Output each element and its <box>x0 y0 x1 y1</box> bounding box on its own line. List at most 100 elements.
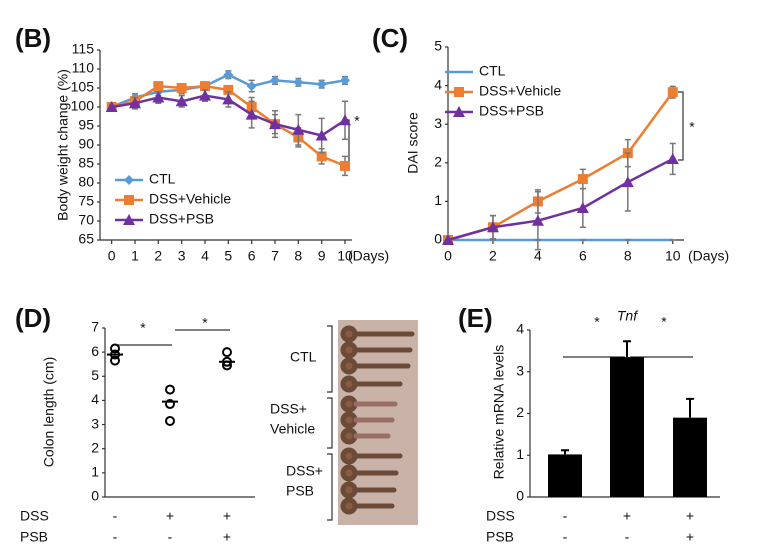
x-tick-label: 8 <box>294 248 302 264</box>
y-tick-label: 100 <box>71 98 95 114</box>
y-axis-label: Relative mRNA levels <box>491 345 507 480</box>
y-tick-label: 80 <box>78 174 94 190</box>
y-tick-label: 0 <box>516 488 524 504</box>
y-tick-label: 4 <box>516 321 524 337</box>
y-axis-label: DAI score <box>405 112 421 174</box>
significance-bracket <box>678 91 684 161</box>
legend-label: DSS+Vehicle <box>479 83 561 99</box>
condition-value: + <box>223 529 231 545</box>
x-tick-label: 0 <box>108 248 116 264</box>
y-tick-label: 0 <box>91 488 99 504</box>
marker <box>339 114 351 126</box>
marker <box>270 75 280 86</box>
x-tick-label: 6 <box>579 248 587 264</box>
error-bar <box>623 340 631 358</box>
marker <box>577 174 588 185</box>
condition-name: DSS <box>486 508 515 524</box>
panel-label: (B) <box>15 23 51 53</box>
photo-label: Vehicle <box>270 421 315 437</box>
significance-star: * <box>140 320 146 336</box>
y-tick-label: 70 <box>78 212 94 228</box>
significance-star: * <box>594 314 600 330</box>
condition-value: + <box>686 508 694 524</box>
x-tick-label: 2 <box>154 248 162 264</box>
x-tick-label: 4 <box>201 248 209 264</box>
y-tick-label: 75 <box>78 193 94 209</box>
panel-label: (D) <box>15 303 51 333</box>
marker <box>222 93 235 105</box>
bar <box>610 357 644 497</box>
y-tick-label: 110 <box>72 60 95 76</box>
data-point <box>165 384 175 395</box>
bar <box>673 417 707 497</box>
y-tick-label: 6 <box>91 343 99 359</box>
y-tick-label: 4 <box>91 391 99 407</box>
marker <box>442 234 454 245</box>
condition-value: - <box>168 529 173 545</box>
legend-label: CTL <box>149 171 176 187</box>
condition-value: + <box>166 508 174 524</box>
y-tick-label: 95 <box>78 117 94 133</box>
x-tick-label: 7 <box>271 248 279 264</box>
data-point <box>165 415 175 426</box>
y-axis-label: Colon length (cm) <box>41 357 57 468</box>
condition-value: - <box>113 508 118 524</box>
y-tick-label: 0 <box>434 231 442 247</box>
x-tick-label: 8 <box>624 248 632 264</box>
data-point <box>110 343 120 354</box>
data-point <box>222 347 232 358</box>
marker <box>576 201 589 213</box>
y-tick-label: 2 <box>91 439 99 455</box>
y-tick-label: 3 <box>434 115 442 131</box>
y-tick-label: 2 <box>434 154 442 170</box>
x-tick-label: 2 <box>489 248 497 264</box>
condition-value: + <box>623 508 631 524</box>
x-tick-label: 5 <box>224 248 232 264</box>
legend-label: DSS+PSB <box>149 211 214 227</box>
y-tick-label: 5 <box>434 38 442 54</box>
marker <box>175 95 188 107</box>
data-point <box>110 355 120 366</box>
marker <box>486 221 499 233</box>
marker <box>269 118 281 130</box>
marker <box>105 101 118 112</box>
marker <box>531 214 544 226</box>
bar <box>548 454 582 497</box>
y-tick-label: 3 <box>91 415 99 431</box>
marker <box>315 129 328 141</box>
y-tick-label: 1 <box>434 192 442 208</box>
significance-star: * <box>661 314 667 330</box>
significance-star: * <box>354 113 360 129</box>
panel-label: (E) <box>458 303 493 333</box>
marker <box>123 214 135 225</box>
condition-value: - <box>625 529 630 545</box>
condition-name: DSS <box>20 508 49 524</box>
condition-value: - <box>563 529 568 545</box>
y-tick-label: 2 <box>516 404 524 420</box>
condition-name: PSB <box>486 529 514 545</box>
y-tick-label: 1 <box>91 464 99 480</box>
marker <box>453 106 465 117</box>
x-tick-label: 6 <box>248 248 256 264</box>
marker <box>667 87 678 98</box>
y-tick-label: 85 <box>78 155 94 171</box>
marker <box>316 151 327 162</box>
y-axis-label: Body weight change (%) <box>55 69 71 221</box>
condition-value: - <box>113 529 118 545</box>
y-tick-label: 90 <box>78 136 94 152</box>
data-point <box>165 399 175 410</box>
legend-label: CTL <box>479 63 506 79</box>
y-tick-label: 1 <box>516 446 524 462</box>
marker <box>245 108 258 120</box>
marker <box>340 75 350 86</box>
x-tick-label: 10 <box>337 248 353 264</box>
series-line <box>447 157 674 242</box>
marker <box>293 77 304 88</box>
panel-label: (C) <box>372 23 408 53</box>
condition-value: + <box>686 529 694 545</box>
y-tick-label: 4 <box>434 76 442 92</box>
error-bar <box>561 449 569 455</box>
legend-label: DSS+PSB <box>479 103 544 119</box>
marker <box>621 176 634 188</box>
